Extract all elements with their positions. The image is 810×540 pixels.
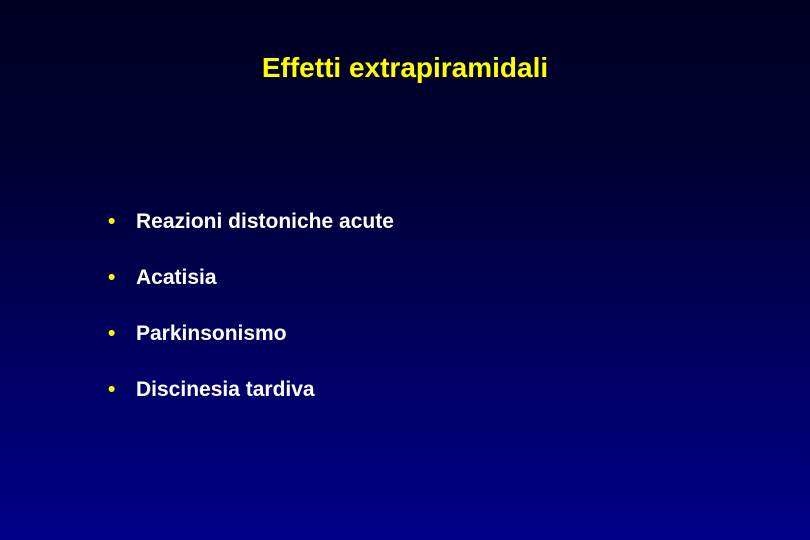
list-item: Discinesia tardiva xyxy=(108,378,394,402)
slide-title: Effetti extrapiramidali xyxy=(0,52,810,84)
bullet-list: Reazioni distoniche acute Acatisia Parki… xyxy=(108,210,394,434)
list-item: Acatisia xyxy=(108,266,394,290)
list-item: Reazioni distoniche acute xyxy=(108,210,394,234)
list-item: Parkinsonismo xyxy=(108,322,394,346)
slide: Effetti extrapiramidali Reazioni distoni… xyxy=(0,0,810,540)
